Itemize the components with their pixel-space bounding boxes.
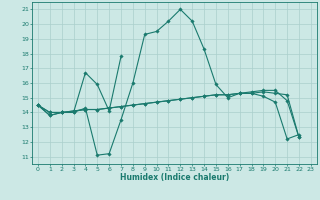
X-axis label: Humidex (Indice chaleur): Humidex (Indice chaleur) xyxy=(120,173,229,182)
